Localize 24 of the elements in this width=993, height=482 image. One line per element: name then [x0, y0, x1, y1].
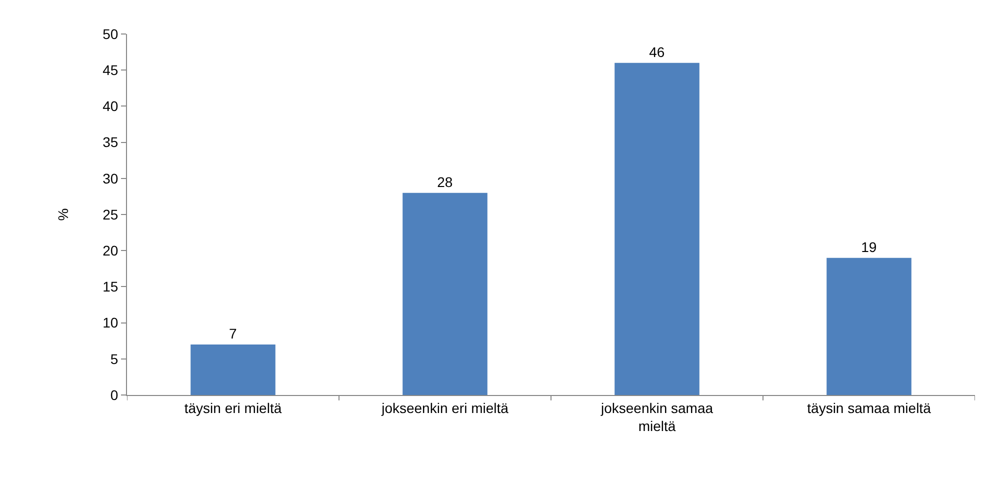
y-tick-label: 25 [102, 206, 118, 222]
y-tick-label: 30 [102, 170, 118, 186]
y-tick-label: 15 [102, 278, 118, 295]
bar [190, 344, 276, 395]
data-label: 7 [229, 325, 237, 342]
data-label: 19 [861, 238, 877, 255]
y-tick-label: 20 [102, 242, 118, 258]
y-tick-label: 0 [110, 386, 118, 403]
y-axis-title: % [55, 208, 72, 221]
bar [402, 192, 488, 395]
x-tick-label: jokseenkin samaa mieltä [600, 400, 714, 434]
y-tick-label: 40 [102, 98, 118, 114]
x-tick-label: jokseenkin eri mieltä [380, 400, 509, 416]
bar [614, 62, 700, 395]
x-tick-label: täysin eri mieltä [184, 400, 282, 416]
y-tick-label: 10 [102, 314, 118, 331]
y-tick-label: 35 [102, 134, 118, 150]
y-tick-label: 45 [102, 62, 118, 78]
y-tick-label: 50 [102, 26, 118, 42]
data-label: 28 [437, 174, 453, 190]
data-label: 46 [649, 44, 665, 60]
bar [826, 258, 912, 395]
y-tick-label: 5 [110, 350, 118, 367]
x-tick-label: täysin samaa mieltä [807, 400, 932, 416]
